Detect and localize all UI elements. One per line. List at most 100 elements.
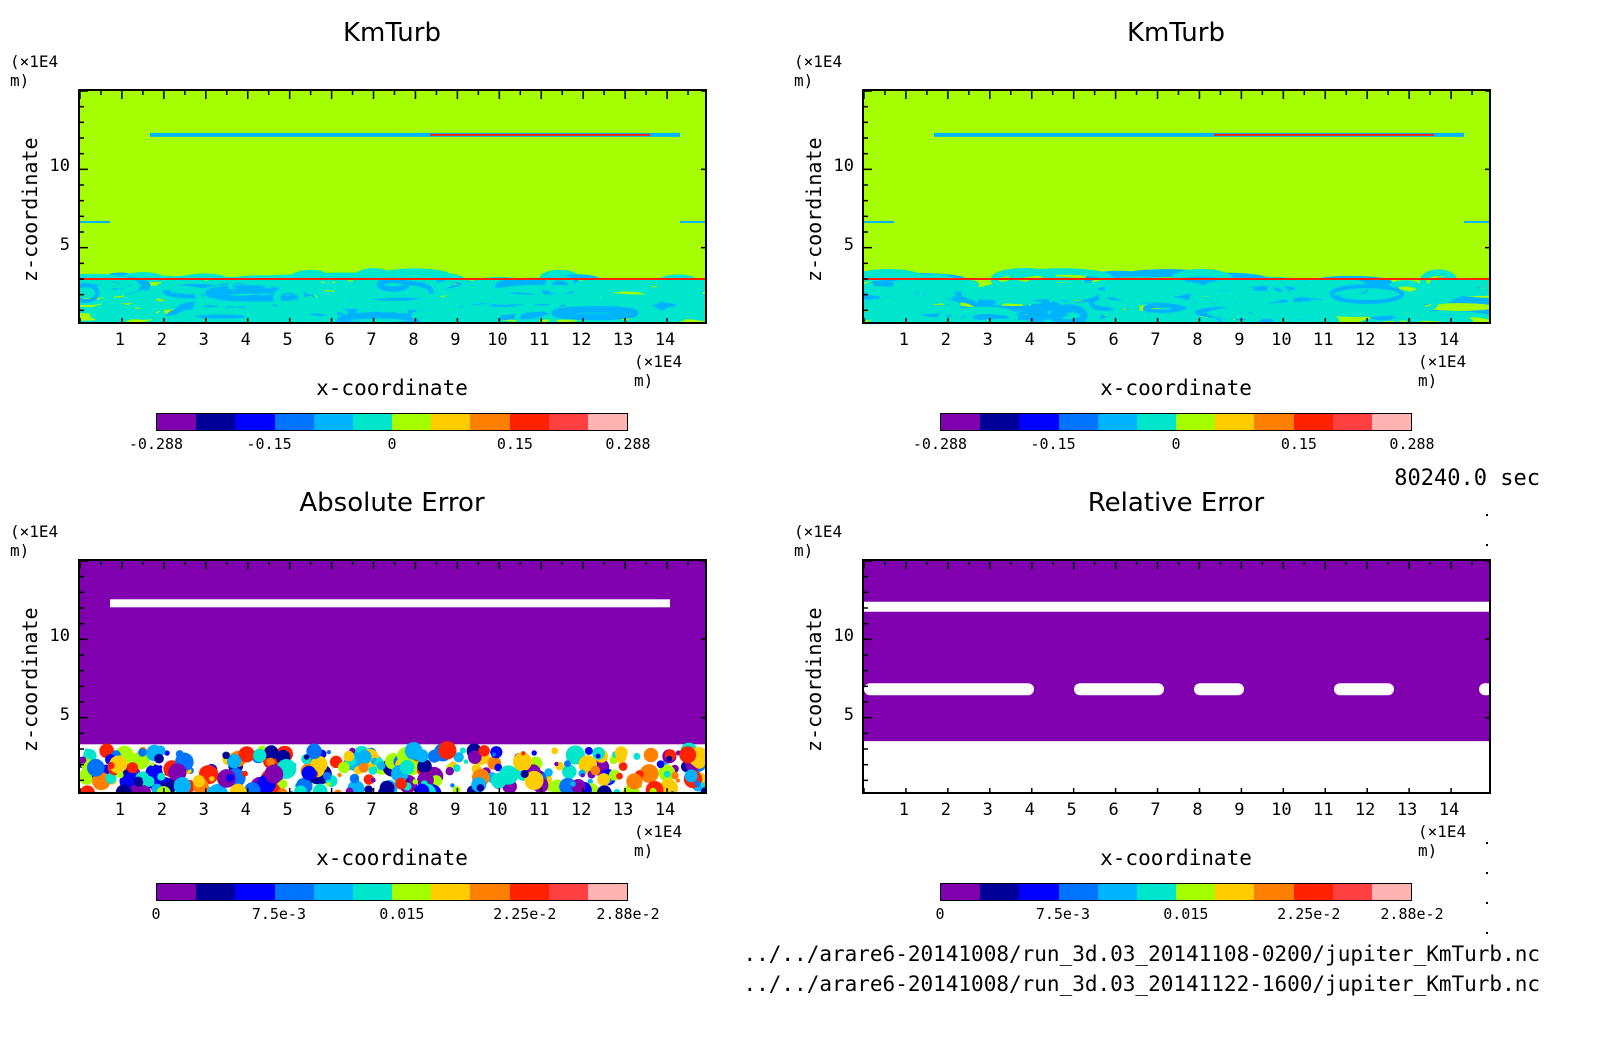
turbulence-cell	[1446, 313, 1489, 322]
error-cell	[357, 749, 372, 765]
x-tick-label: 13	[1396, 330, 1418, 350]
error-cell	[554, 761, 559, 767]
colorbar	[940, 883, 1412, 901]
turbulence-cell	[961, 286, 1062, 301]
x-tick-label: 11	[1313, 800, 1334, 820]
error-cell	[490, 791, 493, 792]
white-patch	[1334, 683, 1394, 696]
colorbar-tick-label: 2.25e-2	[1277, 905, 1341, 923]
error-cell	[521, 751, 526, 756]
x-axis-label: x-coordinate	[1100, 846, 1252, 870]
x-tick-label: 13	[612, 330, 634, 350]
error-cell	[659, 778, 679, 792]
plot-area	[862, 89, 1491, 324]
white-patch	[1074, 683, 1164, 696]
colorbar-swatch	[392, 414, 432, 430]
error-cell	[656, 760, 665, 769]
error-cell	[520, 769, 529, 778]
colorbar-swatch	[274, 884, 314, 900]
y-tick-label: 5	[59, 234, 70, 255]
x-tick-label: 1	[898, 330, 910, 350]
colorbar-swatch	[1136, 414, 1177, 430]
turbulence-cell	[1462, 279, 1489, 296]
colorbar-swatch	[980, 414, 1020, 430]
error-cell	[157, 772, 166, 781]
turbulence-cell	[515, 306, 559, 322]
colorbar-swatch	[313, 414, 353, 430]
error-cell	[364, 785, 373, 792]
x-tick-label: 7	[366, 330, 377, 350]
error-cell	[345, 787, 354, 792]
error-cell	[614, 746, 628, 760]
turbulence-cell	[495, 284, 597, 301]
x-axis-label: x-coordinate	[316, 376, 468, 400]
colorbar-tick-label: 0.288	[605, 435, 651, 453]
error-cell	[584, 746, 593, 755]
error-cell	[440, 793, 446, 794]
colorbar-swatch	[941, 884, 981, 900]
x-tick-label: 4	[1024, 330, 1035, 350]
error-cell	[115, 784, 132, 792]
x-tick-label: 10	[487, 800, 508, 820]
colorbar-tick-label: -0.15	[246, 435, 292, 453]
error-cell	[679, 746, 697, 764]
x-axis-label: x-coordinate	[1100, 376, 1252, 400]
x-tick-label: 5	[282, 330, 293, 350]
colorbar-swatch	[1176, 414, 1216, 430]
colorbar-swatch	[313, 884, 353, 900]
x-tick-label: 3	[982, 800, 993, 820]
x-tick-label: 6	[324, 330, 335, 350]
colorbar-swatch	[431, 414, 471, 430]
turbulence-cell	[1329, 284, 1404, 305]
z-unit-label: (×1E4 m)	[10, 52, 59, 90]
error-cell	[138, 748, 147, 757]
error-cell	[592, 746, 605, 760]
turbulence-cell	[864, 297, 961, 315]
turbulence-cell	[273, 285, 305, 310]
colorbar-swatch	[196, 884, 236, 900]
error-cell	[379, 780, 395, 792]
error-cell	[266, 757, 275, 767]
error-cell	[133, 776, 144, 787]
colorbar-swatch	[1293, 884, 1333, 900]
colorbar-swatch	[157, 414, 197, 430]
turbulence-cell	[435, 292, 535, 316]
error-cell	[158, 765, 163, 770]
x-tick-label: 6	[1108, 330, 1119, 350]
x-tick-label: 8	[1192, 330, 1203, 350]
turbulence-cell	[80, 279, 115, 292]
error-cell	[490, 746, 503, 759]
turbulence-cell	[193, 299, 227, 313]
error-cell	[684, 769, 698, 783]
y-axis-label: z-coordinate	[802, 137, 826, 283]
colorbar-tick-label: 0.015	[1163, 905, 1209, 923]
colorbar-tick-label: 0.15	[496, 435, 533, 453]
x-tick-label: 2	[156, 330, 167, 350]
mid-streak	[680, 221, 705, 224]
colorbar-swatch	[509, 414, 549, 430]
error-cell	[101, 792, 106, 794]
error-cell	[155, 745, 166, 756]
error-cell	[544, 768, 553, 777]
x-tick-label: 12	[570, 330, 592, 350]
error-cell	[666, 755, 673, 762]
x-tick-label: 5	[282, 800, 293, 820]
colorbar-swatch	[1058, 414, 1098, 430]
error-cell	[476, 784, 485, 792]
error-cell	[338, 761, 350, 774]
turbulence-cell	[1099, 286, 1137, 309]
error-cell	[226, 773, 235, 782]
x-tick-label: 3	[198, 330, 209, 350]
error-cell	[129, 783, 147, 792]
error-cell	[173, 777, 192, 792]
error-cell	[639, 764, 659, 784]
colorbar-swatch	[1371, 884, 1412, 900]
error-cell	[663, 770, 671, 778]
error-cell	[649, 787, 657, 792]
error-cell	[512, 752, 532, 772]
colorbar-swatch	[352, 884, 393, 900]
colorbar-swatch	[1332, 884, 1372, 900]
error-cell	[127, 762, 139, 774]
error-cell	[414, 783, 430, 792]
error-cell	[645, 780, 664, 792]
